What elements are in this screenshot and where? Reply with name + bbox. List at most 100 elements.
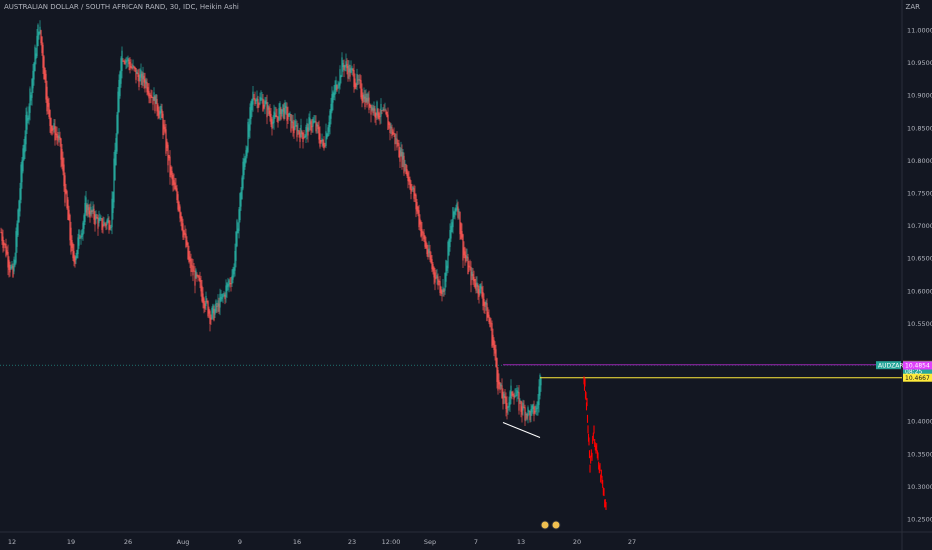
candle-body (56, 134, 58, 138)
candle-body (165, 129, 167, 154)
candle-body (453, 211, 455, 218)
candle-body (249, 107, 251, 131)
candle-body (337, 87, 339, 89)
candle-body (25, 114, 27, 145)
candle-body (237, 228, 239, 234)
candle-body (372, 108, 374, 114)
candle-body (349, 68, 351, 77)
candle-body (266, 101, 268, 118)
candle-body (201, 285, 203, 302)
candle-body (73, 251, 75, 262)
candle-body (101, 218, 103, 230)
candle-body (70, 227, 72, 253)
candle-body (198, 275, 200, 281)
candle-body (462, 234, 464, 261)
candle-body (384, 109, 386, 111)
x-tick-label: 16 (293, 538, 301, 546)
candle-body (4, 243, 6, 245)
candle-body (168, 155, 170, 159)
candle-body (177, 194, 179, 210)
candle-body (307, 127, 309, 136)
candle-body (430, 255, 432, 263)
candle-body (489, 318, 491, 327)
candle-body (229, 283, 231, 284)
candle-body (504, 395, 506, 399)
x-tick-label: 26 (124, 538, 132, 546)
candle-body (196, 274, 198, 277)
candle-body (52, 128, 54, 131)
candle-body (223, 293, 225, 297)
candle-body (325, 131, 327, 146)
candle-body (495, 349, 497, 367)
candle-body (218, 303, 220, 312)
candle-body (471, 271, 473, 277)
candle-body (72, 243, 74, 259)
candle-body (159, 111, 161, 115)
candle-body (335, 80, 337, 90)
candle-body (421, 229, 423, 236)
candle-body (341, 57, 343, 77)
candle-body (425, 241, 427, 248)
candle-body (43, 56, 45, 80)
candle-body (11, 264, 13, 268)
candle-body (155, 94, 157, 104)
candle-body (147, 87, 149, 95)
candle-body (64, 175, 66, 203)
candle-body (440, 286, 442, 294)
candle-body (126, 60, 128, 62)
candle-body (310, 121, 312, 131)
candle-body (240, 191, 242, 207)
candle-body (141, 73, 143, 85)
candle-body (532, 404, 534, 410)
candle-body (117, 91, 119, 134)
candle-body (348, 64, 350, 73)
candle-body (220, 297, 222, 301)
candle-body (395, 138, 397, 140)
candle-body (386, 112, 388, 118)
candle-body (496, 358, 498, 382)
candle-body (34, 46, 36, 72)
candle-body (172, 175, 174, 186)
candle-body (59, 136, 61, 141)
candle-body (366, 97, 368, 106)
candle-body (394, 133, 396, 145)
candle-body (346, 63, 348, 69)
candle-body (230, 283, 232, 285)
candle-body (248, 124, 250, 137)
candle-body (463, 247, 465, 256)
candle-body (406, 169, 408, 176)
candle-body (30, 95, 32, 101)
trend-line (502, 422, 541, 438)
candle-body (5, 244, 7, 257)
candle-body (187, 242, 189, 260)
candle-body (190, 258, 192, 272)
candle-body (278, 108, 280, 120)
candle-body (6, 250, 8, 254)
y-tick-label: 10.5500 (907, 320, 932, 328)
candle-body (306, 123, 308, 132)
candle-body (291, 120, 293, 123)
candle-body (478, 289, 480, 298)
candle-body (45, 73, 47, 100)
candle-body (226, 283, 228, 292)
candle-body (99, 217, 101, 221)
candle-body (420, 221, 422, 237)
candle-body (95, 214, 97, 220)
candle-body (40, 30, 42, 44)
candle-body (207, 301, 209, 317)
candle-body (211, 307, 213, 319)
candle-body (537, 401, 539, 409)
candle-body (283, 108, 285, 120)
candle-body (316, 123, 318, 127)
candle-body (167, 144, 169, 166)
candle-body (216, 306, 218, 307)
candle-body (21, 160, 23, 183)
candle-body (502, 391, 504, 405)
candle-body (385, 109, 387, 115)
candle-body (327, 127, 329, 137)
candle-body (351, 68, 353, 71)
candle-body (275, 114, 277, 118)
candle-body (298, 130, 300, 135)
